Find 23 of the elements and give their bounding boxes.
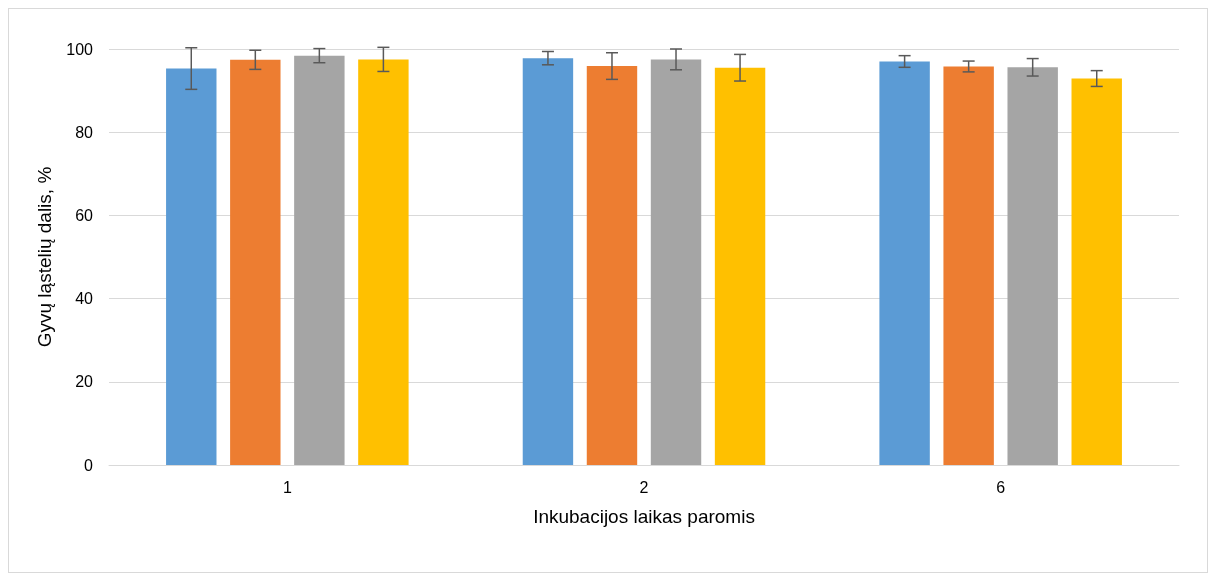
bar [1007, 67, 1058, 465]
bar [358, 59, 409, 465]
bar [586, 66, 638, 465]
x-axis-title: Inkubacijos laikas paromis [533, 506, 755, 527]
y-tick-label: 40 [75, 290, 94, 308]
x-tick-label: 2 [639, 478, 649, 496]
bar [650, 59, 702, 465]
bar [230, 59, 281, 465]
y-tick-label: 0 [84, 456, 94, 474]
y-tick-label: 60 [75, 206, 94, 224]
y-tick-label: 20 [75, 373, 94, 391]
bar [166, 68, 217, 465]
bar [943, 66, 994, 465]
y-tick-label: 80 [75, 123, 94, 141]
bar [714, 67, 766, 465]
y-tick-label: 100 [66, 40, 94, 58]
y-axis-title: Gyvų ląstelių dalis, % [34, 166, 55, 348]
bar [522, 58, 574, 465]
bar [1071, 78, 1122, 465]
bar [294, 55, 345, 465]
x-tick-label: 6 [996, 478, 1006, 496]
bar [879, 61, 930, 465]
x-tick-label: 1 [282, 478, 292, 496]
